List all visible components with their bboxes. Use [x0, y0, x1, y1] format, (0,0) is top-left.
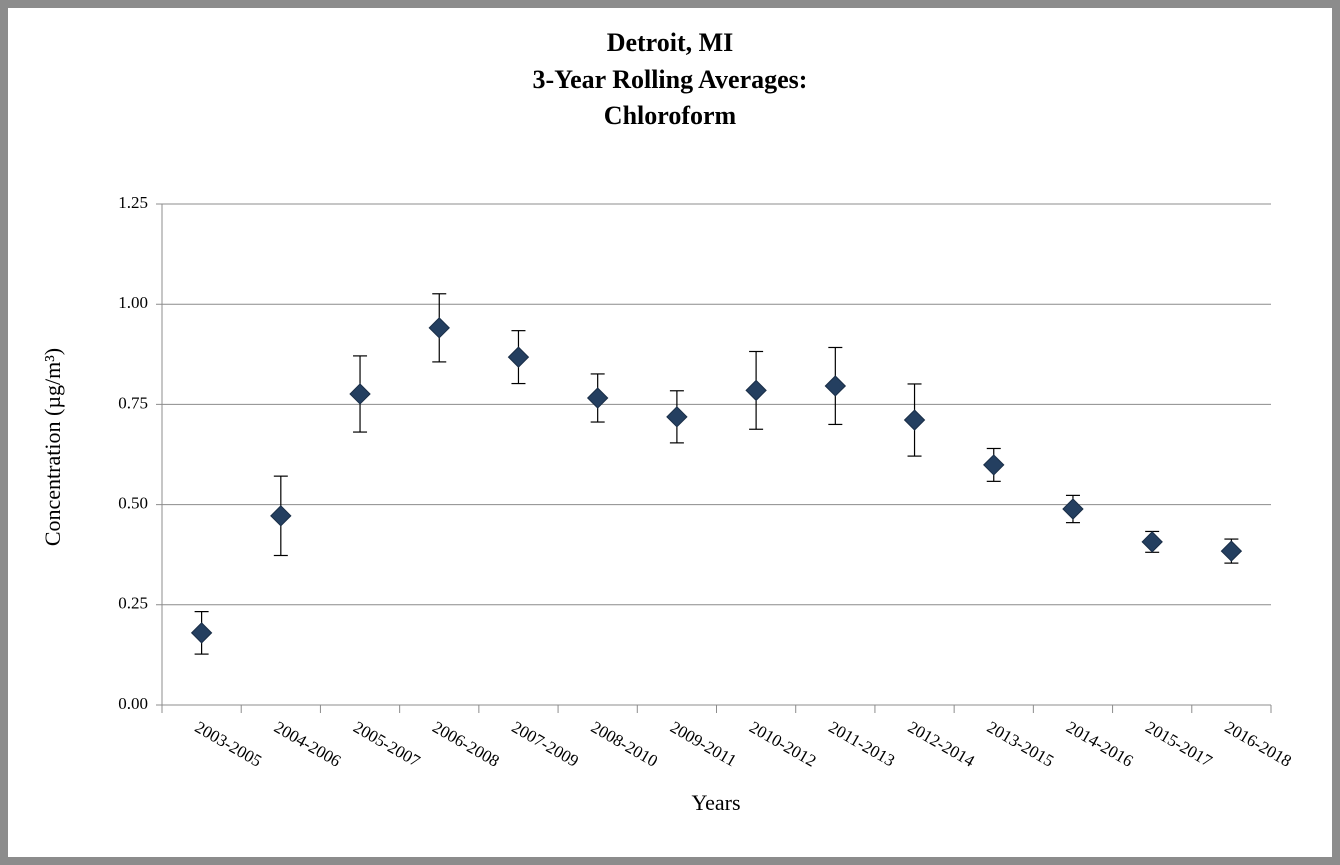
data-point [507, 346, 530, 368]
data-point [190, 622, 213, 644]
chart-title: Detroit, MI [607, 28, 734, 57]
data-point [349, 383, 371, 405]
y-axis-title: Concentration (µg/m³) [40, 348, 65, 546]
data-point [428, 317, 450, 339]
chart-title: 3-Year Rolling Averages: [533, 65, 808, 94]
data-point [983, 454, 1005, 476]
data-point [270, 505, 292, 527]
y-tick-label: 1.25 [118, 193, 148, 212]
y-tick-label: 0.50 [118, 494, 148, 513]
data-point [903, 409, 926, 431]
y-tick-label: 0.75 [118, 393, 148, 412]
data-point [1220, 540, 1243, 562]
data-point [824, 375, 847, 397]
y-tick-label: 0.00 [118, 694, 148, 713]
y-tick-label: 0.25 [118, 594, 148, 613]
chart-title: Chloroform [604, 101, 737, 130]
data-point [745, 379, 767, 402]
data-point [1062, 498, 1084, 520]
y-tick-label: 1.00 [118, 293, 148, 312]
data-point [1141, 531, 1163, 553]
x-axis-title: Years [691, 790, 740, 815]
data-point [586, 387, 609, 409]
data-point [666, 406, 688, 428]
